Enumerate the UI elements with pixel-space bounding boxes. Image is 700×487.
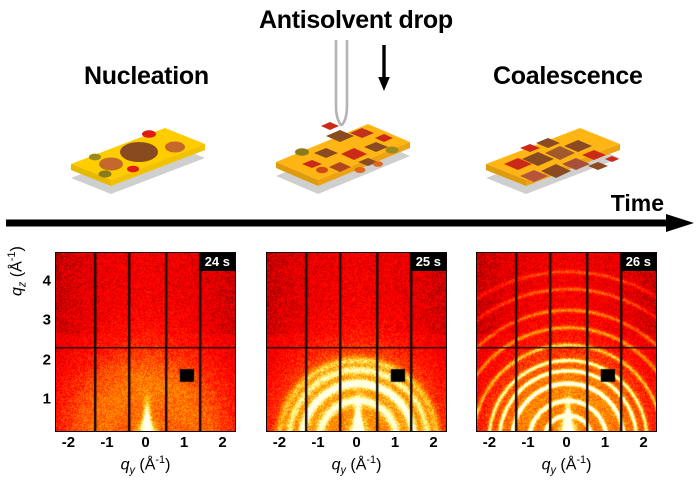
y-tick-3: 3 bbox=[43, 312, 51, 329]
x-axis-label-unit-sup: -1 bbox=[366, 454, 376, 466]
x-tick--2: -2 bbox=[273, 434, 286, 451]
x-tick-0: 0 bbox=[141, 434, 149, 451]
x-axis-label: qy (Å-1) bbox=[55, 454, 236, 477]
x-axis-label-q: q bbox=[332, 456, 341, 473]
y-tick-2: 2 bbox=[43, 351, 51, 368]
detector-image-25s bbox=[266, 252, 447, 432]
x-tick--2: -2 bbox=[483, 434, 496, 451]
x-tick--1: -1 bbox=[100, 434, 113, 451]
x-axis-label-unit-close: ) bbox=[586, 456, 591, 473]
detector-image-24s bbox=[55, 252, 236, 432]
time-badge-25s: 25 s bbox=[411, 253, 446, 271]
x-axis-label: qy (Å-1) bbox=[266, 454, 447, 477]
y-tick-1: 1 bbox=[43, 390, 51, 407]
scattering-pattern-canvas bbox=[477, 253, 657, 432]
x-tick--1: -1 bbox=[311, 434, 324, 451]
x-tick--1: -1 bbox=[521, 434, 534, 451]
x-tick-1: 1 bbox=[601, 434, 609, 451]
giwaxs-panel-26s[interactable]: 26 s qy (Å-1) -2 -1 0 1 2 bbox=[476, 252, 657, 432]
detector-image-26s bbox=[476, 252, 657, 432]
process-schematic: Nucleation Antisolvent drop Coalescence bbox=[0, 0, 700, 232]
time-arrow-icon bbox=[6, 214, 694, 232]
time-axis-label: Time bbox=[611, 190, 664, 217]
x-axis-label-unit: (Å bbox=[139, 456, 155, 473]
stage-title-nucleation: Nucleation bbox=[84, 62, 209, 91]
x-tick-0: 0 bbox=[562, 434, 570, 451]
giwaxs-panel-24s[interactable]: 24 s qy (Å-1) -2 -1 0 1 2 1 2 3 4 bbox=[55, 252, 236, 432]
stage-title-antisolvent: Antisolvent drop bbox=[259, 6, 453, 35]
x-axis-label-sub: y bbox=[551, 465, 556, 477]
y-axis-label-unit-close: ) bbox=[8, 246, 25, 251]
time-badge-26s: 26 s bbox=[621, 253, 656, 271]
x-tick--2: -2 bbox=[62, 434, 75, 451]
substrate-nucleation bbox=[63, 112, 213, 198]
down-arrow-icon bbox=[377, 45, 391, 91]
x-axis-label-unit: (Å bbox=[560, 456, 576, 473]
y-axis-label-unit-sup: -1 bbox=[6, 252, 18, 262]
x-axis-label-sub: y bbox=[130, 465, 135, 477]
x-axis-label-unit-close: ) bbox=[165, 456, 170, 473]
x-tick-1: 1 bbox=[180, 434, 188, 451]
time-badge-24s: 24 s bbox=[200, 253, 235, 271]
x-axis-label-unit-close: ) bbox=[376, 456, 381, 473]
y-axis-label: qz (Å-1) bbox=[6, 246, 29, 296]
x-tick-1: 1 bbox=[391, 434, 399, 451]
x-tick-0: 0 bbox=[352, 434, 360, 451]
y-axis-label-unit: (Å bbox=[8, 261, 25, 277]
x-axis-label-q: q bbox=[542, 456, 551, 473]
scattering-pattern-canvas bbox=[56, 253, 236, 432]
substrate-coalescence bbox=[478, 112, 628, 198]
x-tick-2: 2 bbox=[639, 434, 647, 451]
x-axis-label-sub: y bbox=[341, 465, 346, 477]
x-axis-label-unit-sup: -1 bbox=[576, 454, 586, 466]
y-axis-label-q: q bbox=[8, 287, 25, 296]
x-axis-label: qy (Å-1) bbox=[476, 454, 657, 477]
x-axis-label-unit: (Å bbox=[350, 456, 366, 473]
substrate-antisolvent bbox=[268, 104, 418, 190]
scattering-pattern-canvas bbox=[267, 253, 447, 432]
y-tick-4: 4 bbox=[43, 273, 51, 290]
x-axis-label-unit-sup: -1 bbox=[155, 454, 165, 466]
giwaxs-panel-25s[interactable]: 25 s qy (Å-1) -2 -1 0 1 2 bbox=[266, 252, 447, 432]
x-tick-2: 2 bbox=[429, 434, 437, 451]
x-axis-label-q: q bbox=[121, 456, 130, 473]
x-tick-2: 2 bbox=[218, 434, 226, 451]
y-axis-label-sub: z bbox=[17, 282, 29, 287]
stage-title-coalescence: Coalescence bbox=[493, 62, 643, 91]
